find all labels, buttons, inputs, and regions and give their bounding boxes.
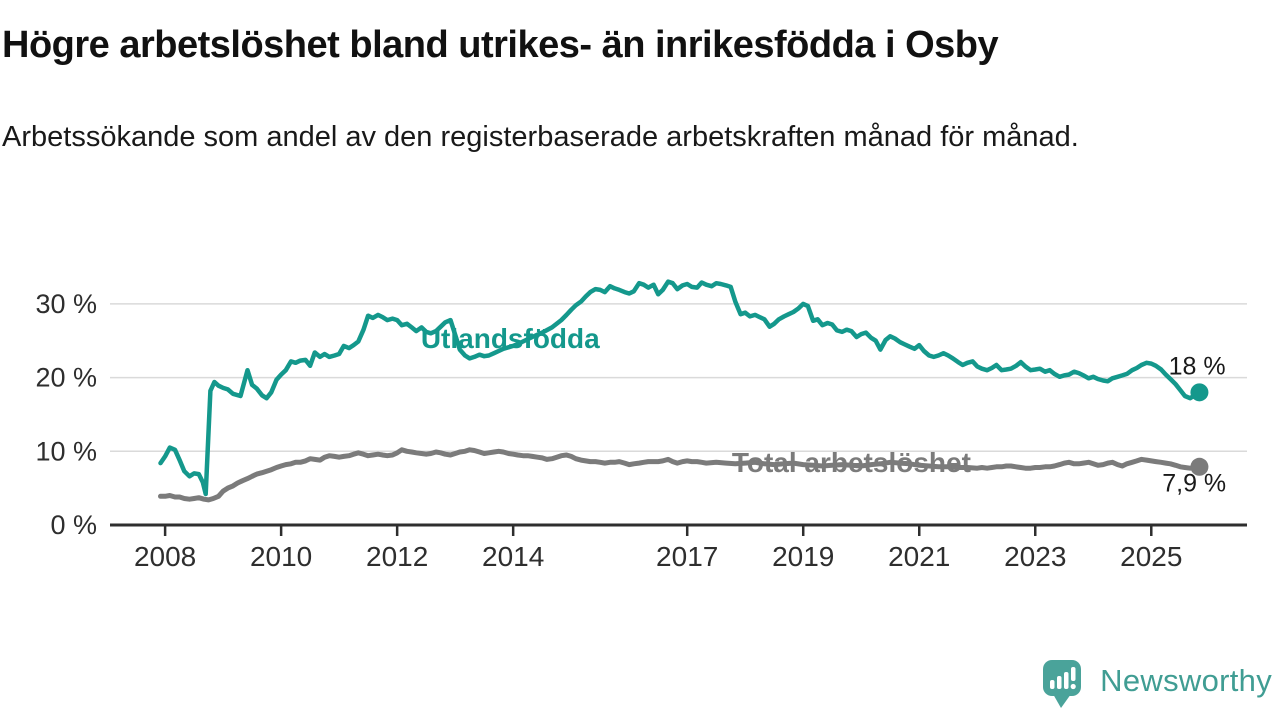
end-value-label-utlandsfodda: 18 % bbox=[1168, 352, 1226, 381]
x-axis-label-2019: 2019 bbox=[772, 541, 834, 572]
x-axis-label-2010: 2010 bbox=[250, 541, 312, 572]
line-utlandsfodda bbox=[158, 279, 1202, 497]
x-axis-label-2014: 2014 bbox=[482, 541, 544, 572]
line-total-arbetsloshet bbox=[158, 447, 1202, 503]
series-label-total-arbetsloshet: Total arbetslöshet bbox=[731, 447, 971, 479]
x-axis-label-2008: 2008 bbox=[134, 541, 196, 572]
series-label-utlandsfodda: Utlandsfödda bbox=[420, 323, 600, 355]
x-axis-label-2021: 2021 bbox=[888, 541, 950, 572]
newsworthy-logo-icon bbox=[1043, 660, 1082, 708]
y-axis-label-30: 30 % bbox=[35, 289, 97, 319]
newsworthy-brand: Newsworthy bbox=[1040, 658, 1272, 710]
end-dot-total-arbetsloshet bbox=[1190, 457, 1209, 476]
end-value-label-total-arbetsloshet: 7,9 % bbox=[1162, 469, 1227, 498]
x-axis-label-2012: 2012 bbox=[366, 541, 428, 572]
newsworthy-wordmark: Newsworthy bbox=[1100, 663, 1272, 698]
y-axis-label-10: 10 % bbox=[35, 436, 97, 466]
x-axis-label-2017: 2017 bbox=[656, 541, 718, 572]
x-axis-label-2025: 2025 bbox=[1120, 541, 1182, 572]
chart-subtitle: Arbetssökande som andel av den registerb… bbox=[2, 121, 1079, 153]
y-axis-label-0: 0 % bbox=[50, 510, 97, 540]
page-title: Högre arbetslöshet bland utrikes- än inr… bbox=[2, 24, 999, 66]
x-axis-label-2023: 2023 bbox=[1004, 541, 1066, 572]
end-dot-utlandsfodda bbox=[1190, 383, 1209, 402]
y-axis-label-20: 20 % bbox=[35, 363, 97, 393]
